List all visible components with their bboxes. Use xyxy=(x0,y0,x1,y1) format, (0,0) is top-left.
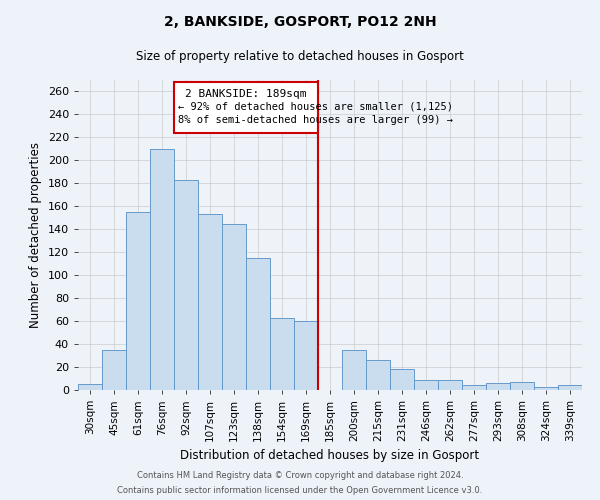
Text: Contains HM Land Registry data © Crown copyright and database right 2024.: Contains HM Land Registry data © Crown c… xyxy=(137,471,463,480)
Bar xyxy=(246,258,270,390)
Bar xyxy=(414,380,438,390)
Y-axis label: Number of detached properties: Number of detached properties xyxy=(29,142,42,328)
Bar xyxy=(486,383,510,390)
Text: ← 92% of detached houses are smaller (1,125): ← 92% of detached houses are smaller (1,… xyxy=(178,102,452,112)
Text: Size of property relative to detached houses in Gosport: Size of property relative to detached ho… xyxy=(136,50,464,63)
Bar xyxy=(78,384,102,390)
Bar xyxy=(438,380,462,390)
Bar xyxy=(342,350,366,390)
Bar xyxy=(294,321,318,390)
Bar xyxy=(102,350,126,390)
Text: Contains public sector information licensed under the Open Government Licence v3: Contains public sector information licen… xyxy=(118,486,482,495)
Text: 2 BANKSIDE: 189sqm: 2 BANKSIDE: 189sqm xyxy=(185,89,307,99)
Bar xyxy=(462,386,486,390)
Bar xyxy=(270,318,294,390)
Bar xyxy=(534,386,558,390)
Bar xyxy=(366,360,390,390)
Text: 2, BANKSIDE, GOSPORT, PO12 2NH: 2, BANKSIDE, GOSPORT, PO12 2NH xyxy=(164,15,436,29)
Bar xyxy=(198,214,222,390)
Bar xyxy=(558,386,582,390)
Bar xyxy=(390,370,414,390)
Bar xyxy=(126,212,150,390)
Bar xyxy=(222,224,246,390)
Text: 8% of semi-detached houses are larger (99) →: 8% of semi-detached houses are larger (9… xyxy=(178,115,452,125)
FancyBboxPatch shape xyxy=(174,82,318,133)
Bar xyxy=(174,180,198,390)
X-axis label: Distribution of detached houses by size in Gosport: Distribution of detached houses by size … xyxy=(181,450,479,462)
Bar xyxy=(510,382,534,390)
Bar xyxy=(150,149,174,390)
